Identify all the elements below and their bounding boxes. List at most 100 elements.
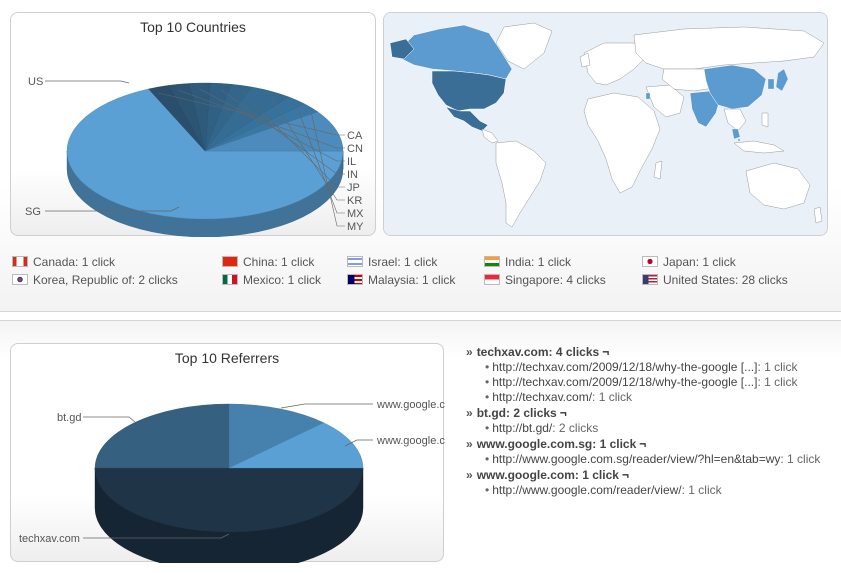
referrer-url[interactable]: http://www.google.com/reader/view/ — [492, 483, 682, 497]
legend-item-japan[interactable]: Japan: 1 click — [642, 254, 736, 270]
referrer-item[interactable]: • http://techxav.com/2009/12/18/why-the-g… — [466, 375, 838, 390]
bullet-icon: • — [485, 483, 490, 497]
referrer-count: : 1 click — [780, 452, 821, 466]
referrer-group-label: www.google.com.sg: 1 click — [476, 437, 637, 451]
pie-label-mx: MX — [347, 208, 364, 220]
label-line-mx — [296, 106, 345, 214]
referrer-group-label: techxav.com: 4 clicks — [476, 345, 600, 359]
legend-item-malaysia[interactable]: Malaysia: 1 click — [347, 272, 455, 288]
country-china — [703, 64, 767, 110]
referrer-item[interactable]: • http://techxav.com/: 1 click — [466, 390, 838, 405]
referrer-item[interactable]: • http://bt.gd/: 2 clicks — [466, 421, 838, 436]
pie-label-jp: JP — [347, 182, 360, 194]
land-greenland — [495, 22, 553, 70]
expand-arrow-icon: » — [466, 345, 473, 359]
nested-toggle-icon[interactable]: ¬ — [559, 406, 567, 420]
referrers-list: » techxav.com: 4 clicks ¬ • http://techxav.c… — [466, 345, 838, 499]
country-israel — [645, 92, 651, 100]
referrer-group-header[interactable]: » bt.gd: 2 clicks ¬ — [466, 406, 838, 421]
pie-slice-us — [66, 88, 344, 220]
israel-flag-icon — [347, 256, 363, 267]
legend-item-india[interactable]: India: 1 click — [484, 254, 571, 270]
korea-flag-icon — [12, 274, 28, 285]
land-australia — [745, 162, 811, 210]
referrer-count: : 1 click — [757, 360, 798, 374]
pie-slice-techxav-com — [94, 467, 364, 533]
referrers-chart-panel: Top 10 Referrers techxav.com bt.gd www.goo… — [10, 343, 445, 563]
referrer-group: » www.google.com.sg: 1 click ¬ • http://www.… — [466, 437, 838, 467]
legend-item-united-states[interactable]: United States: 28 clicks — [642, 272, 788, 288]
referrer-group-label: www.google.com: 1 click — [476, 468, 619, 482]
bullet-icon: • — [485, 360, 490, 374]
legend-item-korea[interactable]: Korea, Republic of: 2 clicks — [12, 272, 178, 288]
label-line-kr — [270, 97, 345, 201]
land-europe — [583, 42, 647, 86]
country-korea — [767, 78, 775, 90]
canada-flag-icon — [12, 256, 28, 267]
referrer-url[interactable]: http://bt.gd/ — [492, 421, 553, 435]
pie-label-ca: CA — [347, 130, 363, 142]
legend-item-mexico[interactable]: Mexico: 1 click — [222, 272, 321, 288]
pie-label-techxav-com: techxav.com — [19, 533, 80, 545]
referrer-group: » bt.gd: 2 clicks ¬ • http://bt.gd/: 2 click… — [466, 406, 838, 436]
legend-item-china[interactable]: China: 1 click — [222, 254, 314, 270]
pie-label-bt-gd: bt.gd — [57, 412, 81, 424]
country-usa — [431, 70, 507, 112]
referrers-pie-chart[interactable]: techxav.com bt.gd www.google.c www.google.c — [11, 344, 445, 563]
legend-item-israel[interactable]: Israel: 1 click — [347, 254, 437, 270]
legend-item-singapore[interactable]: Singapore: 4 clicks — [484, 272, 606, 288]
pie-slice-bt-gd — [94, 403, 230, 469]
referrer-group: » techxav.com: 4 clicks ¬ • http://techxav.c… — [466, 345, 838, 405]
referrers-labels: techxav.com bt.gd www.google.c www.google.c — [19, 399, 445, 545]
pie-label-in: IN — [347, 169, 358, 181]
pie-slice-www-google-c — [228, 422, 364, 469]
world-map-panel — [383, 12, 828, 236]
nested-toggle-icon[interactable]: ¬ — [602, 345, 610, 359]
referrers-chart-title: Top 10 Referrers — [174, 350, 280, 366]
referrer-item[interactable]: • http://www.google.com.sg/reader/view/?h… — [466, 452, 838, 467]
label-line-my — [311, 113, 345, 227]
label-line-bt-gd — [83, 416, 136, 423]
referrer-group-header[interactable]: » www.google.com: 1 click ¬ — [466, 468, 838, 483]
country-malaysia — [731, 128, 741, 140]
united-states-flag-icon — [642, 274, 658, 285]
pie-label-il: IL — [347, 156, 356, 168]
label-line-in — [220, 89, 345, 175]
referrer-item[interactable]: • http://techxav.com/2009/12/18/why-the-g… — [466, 360, 838, 375]
referrer-count: : 1 click — [681, 483, 722, 497]
land-russia — [633, 26, 825, 70]
pie-label-my: MY — [347, 221, 364, 233]
pie-slice-sg — [204, 111, 344, 152]
bullet-icon: • — [485, 390, 490, 404]
malaysia-flag-icon — [347, 274, 363, 285]
countries-chart-title: Top 10 Countries — [140, 19, 246, 35]
nested-toggle-icon[interactable]: ¬ — [621, 468, 629, 482]
referrer-group-header[interactable]: » techxav.com: 4 clicks ¬ — [466, 345, 838, 360]
referrer-item[interactable]: • http://www.google.com/reader/view/: 1 c… — [466, 483, 838, 498]
referrer-url[interactable]: http://techxav.com/2009/12/18/why-the-go… — [492, 360, 758, 374]
expand-arrow-icon: » — [466, 406, 473, 420]
singapore-flag-icon — [484, 274, 500, 285]
label-line-il — [199, 88, 345, 162]
referrer-url[interactable]: http://techxav.com/ — [492, 390, 593, 404]
legend-item-canada[interactable]: Canada: 1 click — [12, 254, 115, 270]
country-singapore — [737, 138, 741, 142]
mexico-flag-icon — [222, 274, 238, 285]
pie-top — [94, 403, 364, 533]
label-line-google-com — [344, 439, 373, 447]
referrer-url[interactable]: http://www.google.com.sg/reader/view/?hl… — [492, 452, 781, 466]
referrer-count: : 1 click — [757, 375, 798, 389]
world-map[interactable] — [384, 13, 828, 236]
nested-toggle-icon[interactable]: ¬ — [639, 437, 647, 451]
japan-flag-icon — [642, 256, 658, 267]
referrer-group-label: bt.gd: 2 clicks — [476, 406, 557, 420]
pie-label-kr: KR — [347, 195, 362, 207]
referrer-group-header[interactable]: » www.google.com.sg: 1 click ¬ — [466, 437, 838, 452]
pie-label-google-sg: www.google.c — [376, 399, 445, 411]
referrer-url[interactable]: http://techxav.com/2009/12/18/why-the-go… — [492, 375, 758, 389]
country-japan — [775, 68, 789, 92]
bullet-icon: • — [485, 452, 490, 466]
pie-slice-www-google-c — [228, 403, 325, 469]
pie-label-google-com: www.google.c — [376, 435, 445, 447]
